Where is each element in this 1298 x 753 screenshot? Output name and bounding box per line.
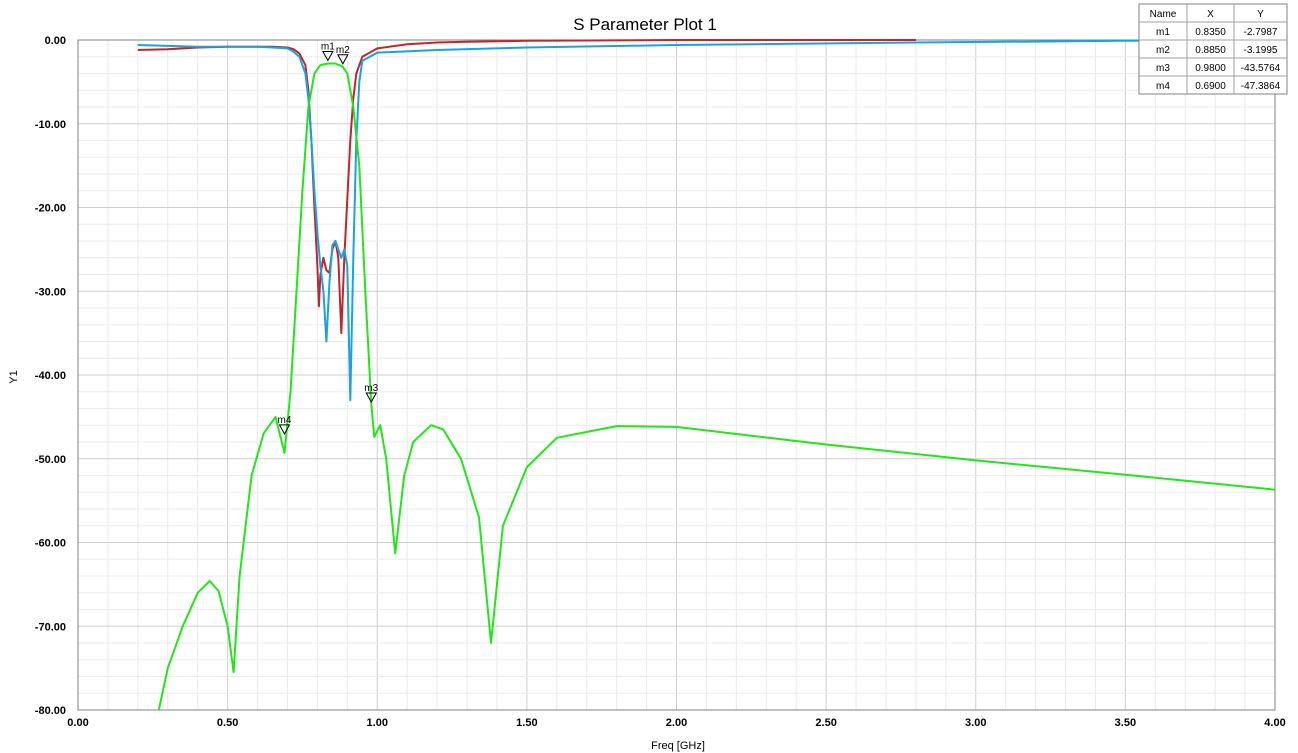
marker-table-cell: 0.6900 <box>1195 81 1226 92</box>
marker-table-header: X <box>1207 9 1214 20</box>
x-tick-label: 0.00 <box>67 717 88 729</box>
marker-m2-label: m2 <box>336 45 350 56</box>
x-axis-label: Freq [GHz] <box>651 740 705 752</box>
marker-m1-label: m1 <box>321 41 335 52</box>
y-tick-label: -50.00 <box>35 454 66 466</box>
marker-table-cell: -43.5764 <box>1241 63 1281 74</box>
marker-table-cell: m1 <box>1156 27 1170 38</box>
marker-m4-icon <box>278 424 291 435</box>
marker-table-cell: -3.1995 <box>1244 45 1278 56</box>
marker-table-cell: m2 <box>1156 45 1170 56</box>
marker-table-cell: 0.8850 <box>1195 45 1226 56</box>
y-tick-label: -40.00 <box>35 370 66 382</box>
marker-table-cell: 0.8350 <box>1195 27 1226 38</box>
x-tick-label: 2.50 <box>815 717 836 729</box>
y-tick-label: -70.00 <box>35 621 66 633</box>
marker-table-cell: -2.7987 <box>1244 27 1278 38</box>
y-axis-label: Y1 <box>8 370 20 383</box>
grid <box>78 40 1275 710</box>
marker-table-cell: -47.3864 <box>1241 81 1281 92</box>
marker-table[interactable]: Name X Ym1 0.8350 -2.7987 m2 0.8850 -3.1995 m3 0.… <box>1138 3 1288 95</box>
marker-table-frame <box>1138 3 1288 95</box>
marker-table-header: Y <box>1257 9 1264 20</box>
marker-table-header: Name <box>1150 9 1177 20</box>
x-tick-label: 2.00 <box>666 717 687 729</box>
tick-labels: 0.00 0.50 1.00 1.50 2.00 2.50 3.00 3.50 4.00 0.00… <box>35 35 1286 729</box>
x-tick-label: 1.50 <box>516 717 537 729</box>
y-tick-label: -30.00 <box>35 286 66 298</box>
marker-table-cell: m4 <box>1156 81 1170 92</box>
series-line-3 <box>157 62 1276 711</box>
y-tick-label: -20.00 <box>35 203 66 215</box>
marker-m4-label: m4 <box>278 415 292 426</box>
y-tick-label: -10.00 <box>35 119 66 131</box>
marker-m3-label: m3 <box>364 383 378 394</box>
x-tick-label: 0.50 <box>217 717 238 729</box>
marker-m1-icon <box>322 50 334 62</box>
x-tick-label: 4.00 <box>1264 717 1285 729</box>
y-tick-label: -80.00 <box>35 705 66 717</box>
x-tick-label: 3.50 <box>1115 717 1136 729</box>
x-tick-label: 3.00 <box>965 717 986 729</box>
marker-m3-icon <box>365 392 378 403</box>
y-tick-label: -60.00 <box>35 538 66 550</box>
x-tick-label: 1.00 <box>367 717 388 729</box>
markers: m1 m2 m3 m4 <box>278 41 379 435</box>
marker-m2-icon <box>336 54 349 65</box>
series-lines <box>137 39 1276 711</box>
y-tick-label: 0.00 <box>45 35 66 47</box>
chart-title: S Parameter Plot 1 <box>573 15 717 34</box>
marker-table-cell: 0.9800 <box>1195 63 1226 74</box>
series-line-2 <box>137 39 1276 402</box>
marker-table-cell: m3 <box>1156 63 1170 74</box>
